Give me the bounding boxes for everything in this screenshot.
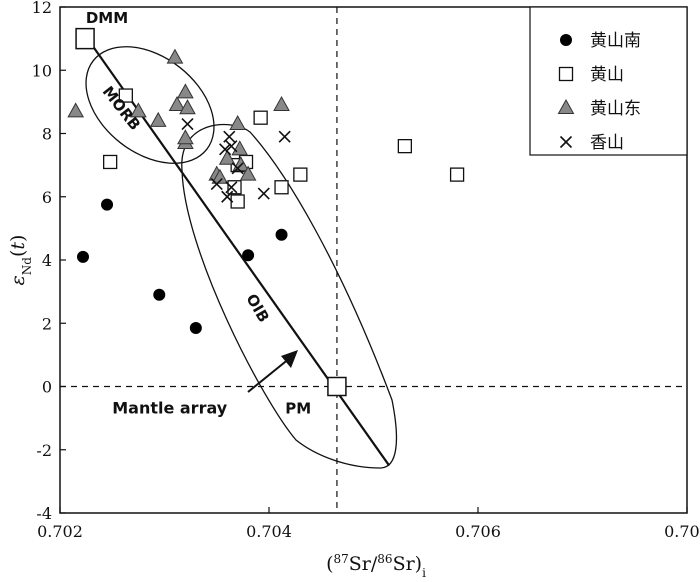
cross-stroke — [257, 187, 270, 200]
data-point — [179, 99, 196, 115]
data-point — [118, 88, 133, 103]
data-point — [149, 111, 167, 127]
data-point — [293, 167, 308, 182]
data-points — [67, 27, 465, 397]
series-huangshan — [75, 27, 465, 397]
pm-point — [327, 376, 347, 397]
legend-label: 黄山 — [590, 65, 624, 85]
legend-marker — [558, 66, 574, 82]
cross-stroke — [210, 178, 223, 191]
annotation-pm: PM — [285, 399, 311, 417]
cross-stroke — [225, 181, 238, 194]
data-point — [210, 178, 223, 191]
data-point — [101, 198, 114, 211]
annotation-dmm: DMM — [86, 9, 128, 27]
reference-lines — [60, 7, 687, 513]
legend-label: 黄山东 — [590, 99, 641, 119]
data-point — [275, 228, 288, 241]
cross-stroke — [225, 140, 238, 153]
y-tick-label: -2 — [36, 441, 52, 460]
x-tick-label: 0.708 — [664, 522, 700, 541]
data-point — [231, 162, 244, 175]
data-point — [225, 140, 238, 153]
data-point — [253, 110, 268, 125]
data-point — [168, 96, 186, 112]
data-point — [221, 190, 234, 203]
data-point — [219, 143, 232, 156]
data-point — [177, 129, 194, 145]
data-point — [397, 138, 413, 154]
data-point — [239, 165, 257, 181]
mantle-array-arrow — [247, 357, 291, 393]
legend-entry-xiangshan: 香山 — [559, 133, 624, 153]
morb-field-outline — [85, 46, 215, 164]
y-axis-title: εNd(t) — [7, 235, 34, 286]
data-point — [273, 96, 290, 112]
oib-field-outline — [181, 123, 398, 469]
x-tick-label: 0.702 — [37, 522, 83, 541]
data-point — [153, 288, 166, 301]
data-point — [257, 187, 270, 200]
cross-stroke — [219, 143, 232, 156]
data-point — [229, 114, 246, 131]
data-point — [67, 102, 85, 118]
data-point — [166, 48, 184, 64]
cross-stroke — [223, 130, 236, 143]
data-point — [230, 194, 245, 209]
dmm-point — [75, 27, 95, 50]
series-huangshannan — [76, 198, 288, 334]
cross-stroke — [278, 130, 291, 143]
data-point — [211, 168, 229, 184]
data-point — [278, 130, 291, 143]
legend-marker — [560, 34, 572, 46]
data-point — [189, 321, 202, 334]
y-tick-label: 10 — [32, 61, 52, 80]
data-point — [177, 83, 194, 99]
axis-ticks: 0.702 0.704 0.706 0.708 -4 -2 0 2 4 6 8 10 12 — [32, 0, 700, 541]
data-point — [449, 167, 465, 182]
y-tick-label: 8 — [42, 125, 52, 144]
y-tick-label: 4 — [42, 251, 52, 270]
legend-label: 黄山南 — [590, 31, 641, 51]
cross-stroke — [559, 135, 573, 149]
y-tick-label: 12 — [32, 0, 52, 17]
x-tick-label: 0.706 — [455, 522, 501, 541]
data-point — [242, 249, 255, 262]
data-point — [225, 181, 238, 194]
x-axis-title: (87Sr/86Sr)i — [326, 552, 426, 580]
y-tick-label: 6 — [42, 188, 52, 207]
legend-entry-huangshan: 黄山 — [558, 65, 624, 85]
y-tick-label: 0 — [42, 378, 52, 397]
annotation-mantle-array: Mantle array — [112, 398, 228, 417]
cross-stroke — [231, 162, 244, 175]
data-point — [76, 250, 89, 263]
field-outlines — [85, 46, 398, 469]
legend-box — [529, 6, 688, 156]
mantle-array-arrowhead — [281, 350, 298, 368]
data-point — [218, 149, 236, 165]
data-point — [223, 130, 236, 143]
data-point — [103, 154, 118, 170]
x-tick-label: 0.704 — [246, 522, 292, 541]
data-point — [274, 180, 289, 195]
cross-stroke — [221, 190, 234, 203]
series-huangshandong — [67, 48, 290, 184]
legend-marker — [557, 98, 575, 114]
series-xiangshan — [181, 117, 291, 203]
cross-stroke — [181, 117, 194, 131]
data-point — [181, 117, 194, 131]
y-tick-label: -4 — [36, 504, 52, 523]
legend-marker — [559, 135, 573, 149]
data-point — [227, 180, 242, 195]
data-point — [130, 102, 147, 118]
legend-entry-huangshandong: 黄山东 — [557, 98, 641, 119]
legend-label: 香山 — [590, 133, 624, 153]
y-tick-label: 2 — [42, 314, 52, 333]
legend-entry-huangshannan: 黄山南 — [560, 31, 641, 51]
